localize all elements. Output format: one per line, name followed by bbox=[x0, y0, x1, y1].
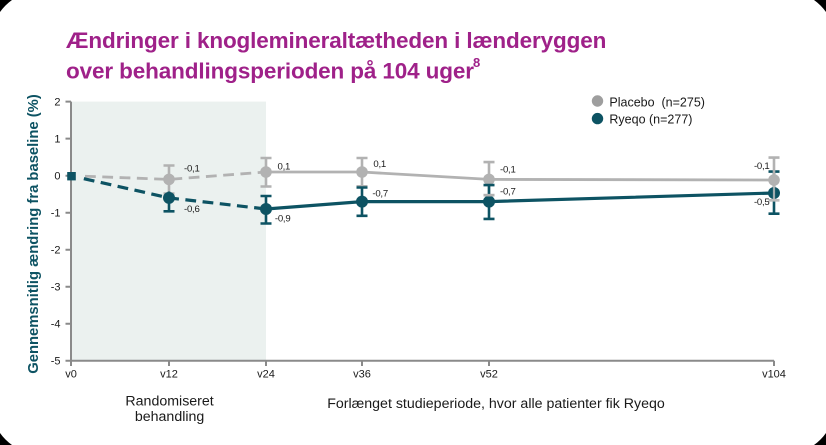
svg-text:-0,6: -0,6 bbox=[184, 204, 200, 215]
svg-text:0: 0 bbox=[54, 171, 60, 183]
svg-text:-4: -4 bbox=[51, 319, 61, 331]
svg-text:Placebo (n=275): Placebo (n=275) bbox=[609, 96, 705, 110]
svg-text:-3: -3 bbox=[51, 282, 61, 294]
svg-text:v12: v12 bbox=[160, 369, 178, 381]
svg-text:-0,1: -0,1 bbox=[500, 164, 516, 175]
svg-text:Randomiseret: Randomiseret bbox=[125, 393, 213, 409]
svg-text:-0,7: -0,7 bbox=[372, 189, 388, 200]
svg-text:v24: v24 bbox=[257, 369, 275, 381]
svg-text:Gennemsnitlig ændring fra base: Gennemsnitlig ændring fra baseline (%) bbox=[26, 94, 42, 374]
svg-text:Forlænget studieperiode, hvor: Forlænget studieperiode, hvor alle patie… bbox=[327, 396, 665, 412]
svg-text:-1: -1 bbox=[51, 208, 61, 220]
svg-text:behandling: behandling bbox=[135, 409, 204, 425]
svg-text:2: 2 bbox=[54, 97, 60, 109]
svg-text:-0,1: -0,1 bbox=[184, 164, 200, 175]
svg-text:-0,7: -0,7 bbox=[500, 187, 516, 198]
svg-text:-5: -5 bbox=[51, 356, 61, 368]
svg-text:1: 1 bbox=[54, 134, 60, 146]
svg-text:-0,5: -0,5 bbox=[754, 197, 770, 208]
svg-text:v0: v0 bbox=[65, 369, 77, 381]
svg-text:v104: v104 bbox=[762, 369, 786, 381]
svg-text:Ryeqo (n=277): Ryeqo (n=277) bbox=[609, 112, 692, 126]
svg-text:0,1: 0,1 bbox=[373, 159, 386, 170]
svg-text:0,1: 0,1 bbox=[278, 161, 291, 172]
svg-text:v36: v36 bbox=[353, 369, 371, 381]
svg-text:v52: v52 bbox=[480, 369, 498, 381]
svg-text:-0,9: -0,9 bbox=[275, 214, 291, 225]
svg-text:-2: -2 bbox=[51, 245, 61, 257]
svg-text:-0,1: -0,1 bbox=[754, 161, 770, 172]
